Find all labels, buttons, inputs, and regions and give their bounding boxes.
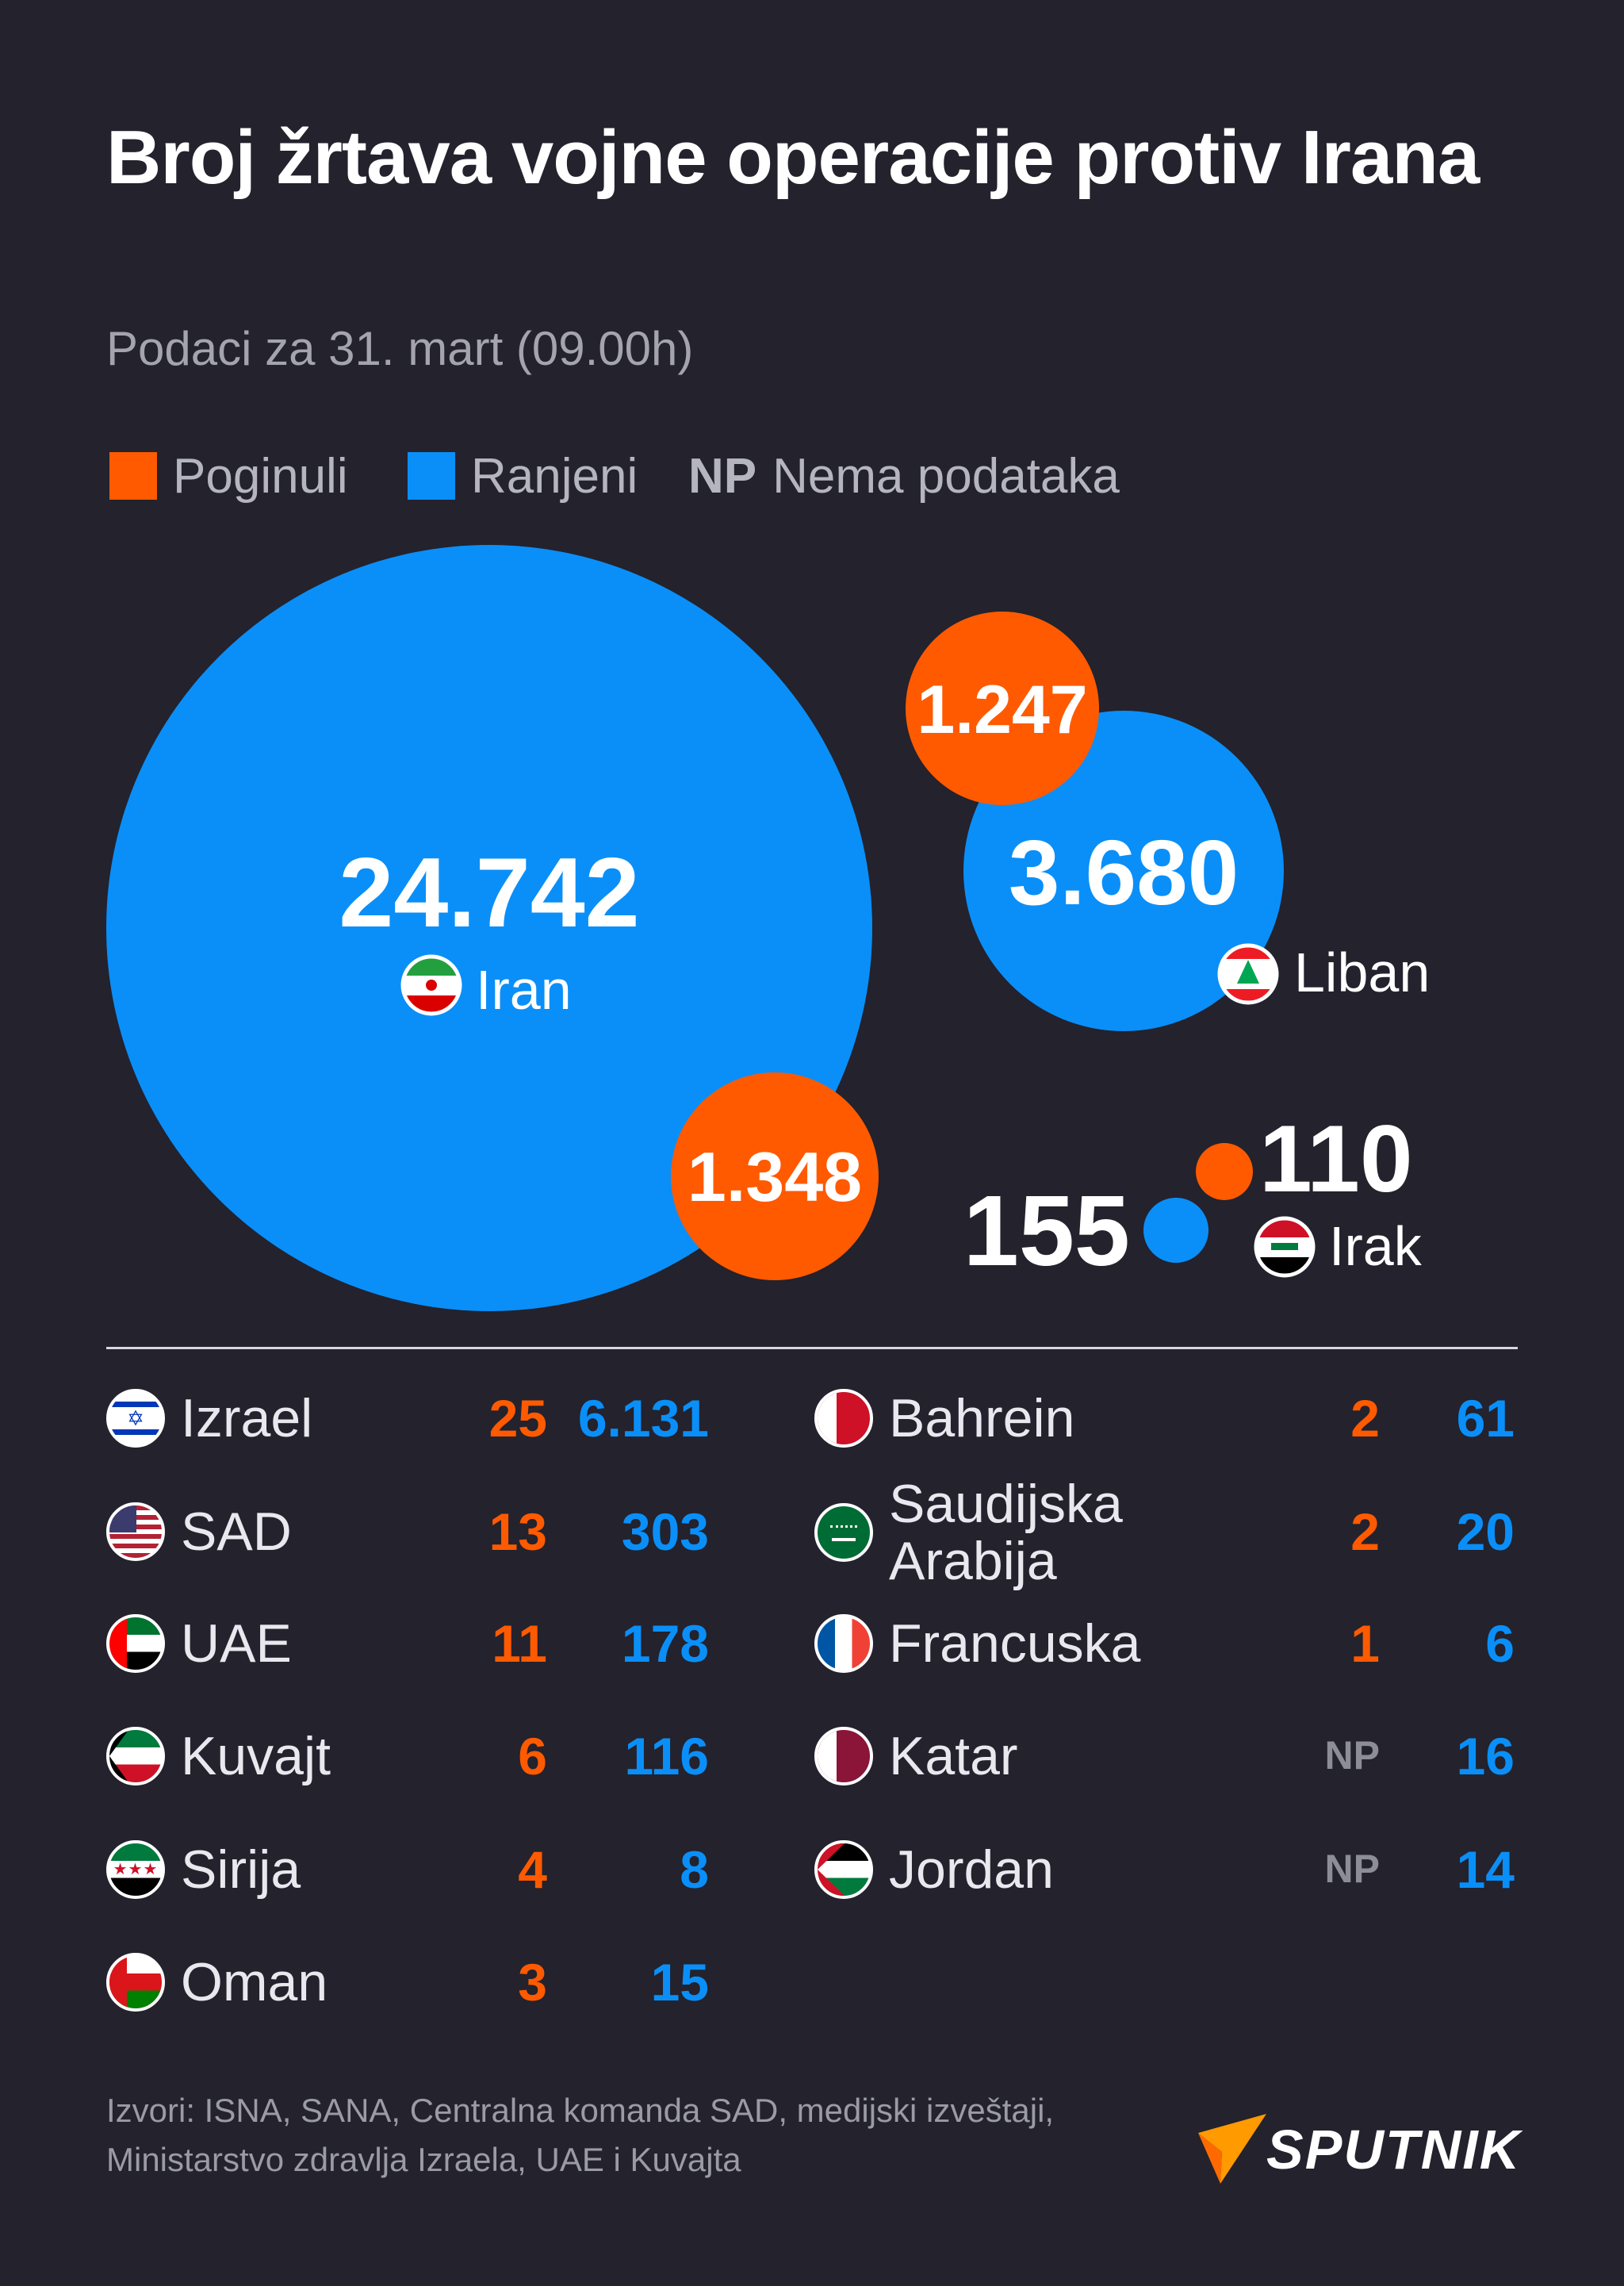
- table-row: Oman: [106, 1939, 327, 2026]
- legend-na: NP Nema podataka: [688, 444, 1120, 508]
- legend-wounded-label: Ranjeni: [471, 448, 638, 504]
- country-name: Saudijska Arabija: [889, 1474, 1123, 1591]
- wounded-value: 8: [680, 1840, 709, 1899]
- wounded-value: 16: [1456, 1727, 1515, 1785]
- country-name: Sirija: [181, 1839, 301, 1900]
- killed-swatch: [109, 452, 157, 500]
- label-liban-killed: 1.247: [917, 672, 1087, 748]
- table-row: ✡ Izrael: [106, 1375, 312, 1462]
- flag-izrael-icon: ✡: [106, 1389, 165, 1448]
- sources-line-1: Izvori: ISNA, SANA, Centralna komanda SA…: [106, 2092, 1055, 2129]
- label-iran-wounded: 24.742: [339, 838, 639, 948]
- killed-value: 25: [488, 1389, 547, 1448]
- bubble-liban-killed: [906, 612, 1099, 805]
- bubble-chart: 24.742 1.348 Iran 3.680 1.247 Liban 155 …: [106, 545, 1430, 1311]
- legend-wounded: Ranjeni: [408, 444, 638, 508]
- table-row: UAE: [106, 1600, 292, 1687]
- legend-na-label: Nema podataka: [772, 448, 1120, 504]
- bubble-iran-killed: [671, 1072, 879, 1280]
- flag-jordan-icon: [814, 1840, 873, 1899]
- wounded-swatch: [408, 452, 455, 500]
- country-name: SAD: [181, 1502, 292, 1562]
- label-irak-country: Irak: [1329, 1215, 1423, 1277]
- flag-sad-icon: [106, 1502, 165, 1561]
- flag-oman-icon: [106, 1953, 165, 2012]
- country-name: Izrael: [181, 1388, 313, 1448]
- killed-value: 11: [492, 1614, 547, 1673]
- flag-sirija-icon: ★★★: [106, 1840, 165, 1899]
- killed-value: 4: [518, 1840, 547, 1899]
- flag-katar-icon: [814, 1727, 873, 1785]
- country-name: Francuska: [889, 1613, 1141, 1674]
- table-row: Kuvajt: [106, 1713, 331, 1800]
- wounded-value: 116: [624, 1727, 709, 1785]
- wounded-value: 14: [1456, 1840, 1515, 1899]
- killed-value: 2: [1350, 1389, 1380, 1448]
- table-row: ★★★ Sirija: [106, 1826, 301, 1913]
- bubble-iran-wounded: [106, 545, 872, 1311]
- flag-francuska-icon: [814, 1614, 873, 1673]
- label-iran-killed: 1.348: [688, 1137, 862, 1216]
- wounded-value: 20: [1456, 1502, 1515, 1561]
- table-row: Bahrein: [814, 1375, 1074, 1462]
- country-name: Oman: [181, 1952, 328, 2012]
- killed-value: 6: [518, 1727, 547, 1785]
- table-row: SAD: [106, 1488, 292, 1575]
- label-irak-killed: 110: [1259, 1106, 1413, 1212]
- killed-value: 3: [518, 1953, 547, 2012]
- wounded-value: 6.131: [577, 1389, 709, 1448]
- killed-value-na: NP: [1324, 1733, 1380, 1778]
- wounded-value: 303: [621, 1502, 709, 1561]
- separator-line: [106, 1347, 1518, 1349]
- wounded-value: 15: [650, 1953, 709, 2012]
- label-liban-wounded: 3.680: [1009, 821, 1239, 924]
- sputnik-logo[interactable]: SPUTNIK: [1193, 2110, 1521, 2189]
- flag-saudijska-arabija-icon: [814, 1503, 873, 1562]
- flag-uae-icon: [106, 1614, 165, 1673]
- wounded-value: 178: [621, 1614, 709, 1673]
- flag-bahrein-icon: [814, 1389, 873, 1448]
- chart-subtitle: Podaci za 31. mart (09.00h): [106, 322, 694, 375]
- country-name: Kuvajt: [181, 1726, 331, 1786]
- table-row: Francuska: [814, 1600, 1140, 1687]
- legend-killed-label: Poginuli: [173, 448, 348, 504]
- brand-name: SPUTNIK: [1266, 2119, 1522, 2181]
- chart-title: Broj žrtava vojne operacije protiv Irana: [106, 115, 1480, 200]
- country-name: UAE: [181, 1613, 292, 1674]
- sources-note: Izvori: ISNA, SANA, Centralna komanda SA…: [106, 2086, 1296, 2184]
- table-row: Jordan: [814, 1826, 1054, 1913]
- label-iran-country: Iran: [476, 959, 572, 1021]
- table-row: Saudijska Arabija: [814, 1474, 1190, 1591]
- table-row: Katar: [814, 1713, 1018, 1800]
- killed-value-na: NP: [1324, 1847, 1380, 1891]
- killed-value: 2: [1350, 1502, 1380, 1561]
- sources-line-2: Ministarstvo zdravlja Izraela, UAE i Kuv…: [106, 2141, 741, 2178]
- label-liban-country: Liban: [1294, 942, 1430, 1003]
- sputnik-logo-icon: [1198, 2114, 1266, 2184]
- wounded-value: 6: [1485, 1614, 1515, 1673]
- country-name: Bahrein: [889, 1388, 1075, 1448]
- bubble-irak-killed: [1196, 1143, 1253, 1200]
- legend-killed: Poginuli: [109, 444, 348, 508]
- bubble-irak-wounded: [1143, 1198, 1208, 1263]
- killed-value: 13: [488, 1502, 547, 1561]
- label-irak-wounded: 155: [963, 1175, 1130, 1287]
- legend-na-abbr: NP: [688, 448, 757, 504]
- flag-kuvajt-icon: [106, 1727, 165, 1785]
- wounded-value: 61: [1456, 1389, 1515, 1448]
- killed-value: 1: [1350, 1614, 1380, 1673]
- country-name: Katar: [889, 1726, 1018, 1786]
- country-name: Jordan: [889, 1839, 1054, 1900]
